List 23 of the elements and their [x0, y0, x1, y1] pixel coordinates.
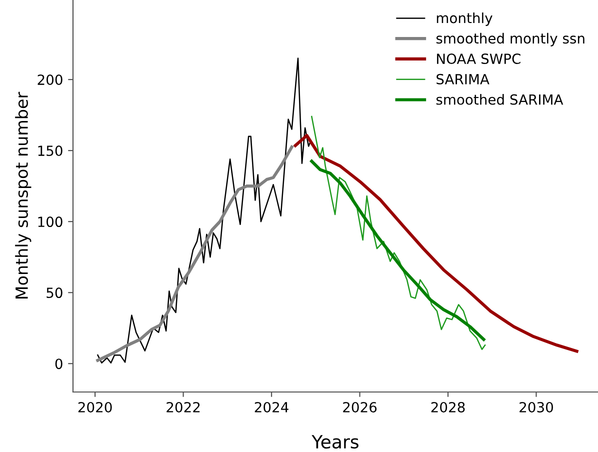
line-series: [310, 160, 486, 341]
y-axis-title: Monthly sunspot number: [15, 92, 32, 298]
legend-label: NOAA SWPC: [437, 54, 520, 64]
y-tick-label: 200: [38, 74, 62, 86]
x-axis-title: Years: [312, 435, 358, 449]
y-tick-label: 100: [38, 216, 62, 228]
x-tick-label: 2026: [343, 402, 377, 412]
line-series: [311, 116, 486, 350]
legend-label: monthly: [436, 12, 492, 26]
legend-label: SARIMA: [436, 74, 490, 84]
line-series: [97, 58, 312, 364]
x-tick-label: 2028: [431, 402, 465, 412]
legend-label: smoothed SARIMA: [436, 94, 564, 105]
legend-label: smoothed montly ssn: [436, 32, 584, 46]
y-tick-label: 0: [55, 358, 62, 370]
y-tick-label: 50: [46, 288, 62, 298]
x-tick-label: 2030: [520, 402, 553, 412]
x-tick-label: 2022: [166, 402, 200, 412]
line-series: [294, 134, 578, 353]
x-tick-label: 2020: [78, 402, 112, 412]
x-tick-label: 2024: [254, 402, 288, 412]
line-series: [96, 145, 294, 362]
y-tick-label: 150: [38, 146, 62, 156]
